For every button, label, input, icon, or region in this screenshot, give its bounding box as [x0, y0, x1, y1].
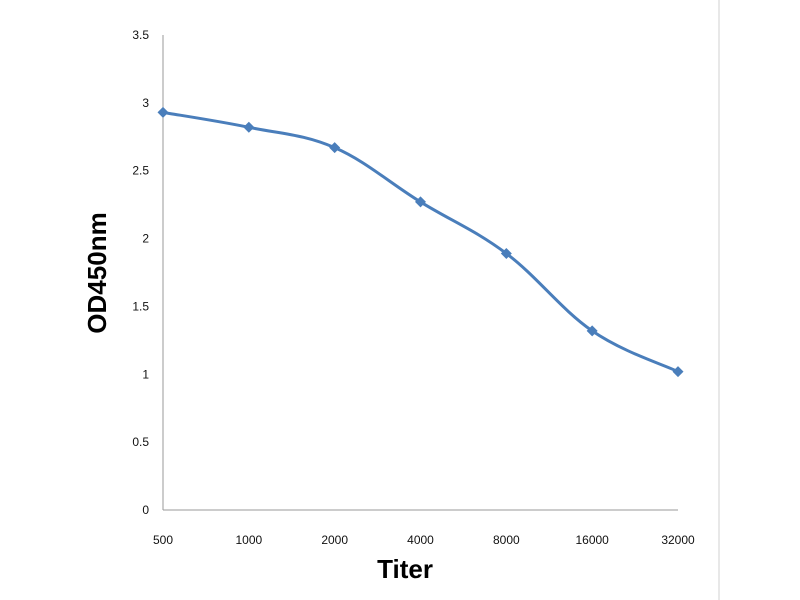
x-axis-title: Titer	[377, 554, 433, 584]
x-tick-label: 4000	[407, 533, 434, 547]
y-tick-labels: 0 0.5 1 1.5 2 2.5 3 3.5	[132, 28, 149, 517]
data-point-marker	[157, 106, 169, 118]
data-point-marker	[243, 121, 255, 133]
x-tick-labels: 500 1000 2000 4000 8000 16000 32000	[153, 533, 695, 547]
y-axis-title: OD450nm	[82, 212, 112, 333]
x-tick-label: 8000	[493, 533, 520, 547]
y-tick-label: 1	[142, 367, 149, 381]
data-point-marker	[329, 142, 341, 154]
data-markers	[157, 106, 684, 378]
series-line	[161, 110, 680, 374]
y-tick-label: 3.5	[132, 28, 149, 42]
y-tick-label: 2	[142, 232, 149, 246]
x-tick-label: 32000	[661, 533, 695, 547]
data-point-marker	[500, 248, 512, 259]
y-tick-label: 0.5	[132, 435, 149, 449]
y-tick-label: 1.5	[132, 299, 149, 313]
data-point-marker	[586, 325, 598, 337]
x-tick-label: 1000	[235, 533, 262, 547]
x-tick-label: 500	[153, 533, 173, 547]
data-point-marker	[415, 196, 426, 208]
x-tick-label: 16000	[575, 533, 609, 547]
y-tick-label: 0	[142, 503, 149, 517]
y-tick-label: 3	[142, 96, 149, 110]
y-tick-label: 2.5	[132, 164, 149, 178]
x-tick-label: 2000	[321, 533, 348, 547]
data-point-marker	[672, 366, 684, 378]
